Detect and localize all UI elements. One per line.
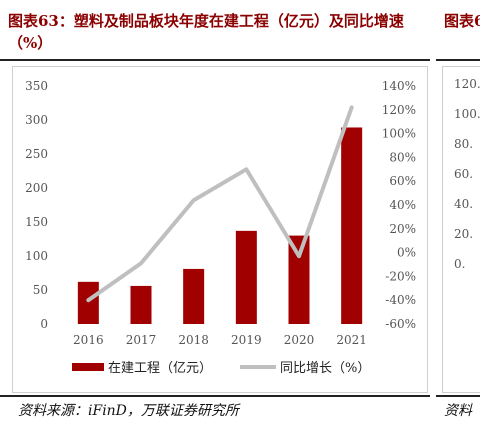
- line-point: [298, 255, 300, 257]
- right-tick-label: 80%: [389, 150, 416, 164]
- line-point: [87, 299, 89, 301]
- bar: [341, 127, 363, 324]
- next-panel-axis: 120. 100. 80. 60. 40. 20. 0.: [454, 77, 480, 271]
- bar: [77, 281, 99, 324]
- line-series: [86, 105, 354, 303]
- left-tick-label: 300: [25, 113, 48, 127]
- next-panel-tick-label: 80.: [454, 137, 473, 151]
- chart-title: 图表63：塑料及制品板块年度在建工程（亿元）及同比增速（%）: [8, 12, 404, 52]
- next-panel-source-rule: [436, 395, 480, 397]
- left-tick-label: 0: [40, 317, 48, 331]
- right-axis: -60% -40% -20% 0% 20% 40% 60% 80% 100% 120% 140%: [382, 79, 416, 331]
- bar: [288, 235, 310, 324]
- left-tick-label: 200: [25, 181, 48, 195]
- left-axis: 0 50 100 150 200 250 300 350: [25, 79, 48, 331]
- right-tick-label: 120%: [382, 103, 416, 117]
- chart-frame: [12, 66, 428, 393]
- source-rule: [0, 395, 430, 397]
- next-panel-title: 图表6: [444, 12, 480, 30]
- right-tick-label: -60%: [385, 317, 416, 331]
- title-rule: [0, 59, 430, 61]
- x-tick-label: 2021: [336, 333, 367, 347]
- next-panel-title-rule: [436, 59, 480, 61]
- source-note: 资料来源：iFinD，万联证券研究所: [18, 403, 239, 419]
- line-point: [245, 168, 247, 170]
- next-panel-frame: [442, 66, 480, 393]
- legend-line-label: 同比增长（%）: [280, 361, 370, 376]
- x-axis: 2016 2017 2018 2019 2020 2021: [73, 333, 367, 347]
- next-panel-source: 资料: [444, 403, 472, 419]
- left-tick-label: 50: [33, 283, 48, 297]
- line-point: [193, 199, 195, 201]
- right-tick-label: 60%: [389, 174, 416, 188]
- legend: 在建工程（亿元） 同比增长（%）: [72, 361, 370, 376]
- bar: [130, 285, 152, 324]
- next-panel-tick-label: 40.: [454, 197, 473, 211]
- right-tick-label: -40%: [385, 293, 416, 307]
- right-tick-label: 40%: [389, 198, 416, 212]
- x-tick-label: 2017: [126, 333, 157, 347]
- left-tick-label: 350: [25, 79, 48, 93]
- bar: [183, 268, 205, 324]
- next-panel-tick-label: 100.: [454, 107, 480, 121]
- left-tick-label: 150: [25, 215, 48, 229]
- x-tick-label: 2019: [231, 333, 262, 347]
- right-tick-label: 0%: [397, 246, 416, 260]
- growth-line: [86, 105, 354, 303]
- next-panel-tick-label: 120.: [454, 77, 480, 91]
- legend-bar-swatch: [72, 363, 104, 371]
- line-point: [140, 262, 142, 264]
- bar-series: [77, 127, 363, 324]
- right-tick-label: 20%: [389, 222, 416, 236]
- right-tick-label: -20%: [385, 269, 416, 283]
- right-tick-label: 140%: [382, 79, 416, 93]
- next-panel-tick-label: 0.: [454, 257, 465, 271]
- legend-bar-label: 在建工程（亿元）: [108, 361, 212, 376]
- left-tick-label: 100: [25, 249, 48, 263]
- x-tick-label: 2018: [178, 333, 209, 347]
- x-tick-label: 2016: [73, 333, 104, 347]
- x-tick-label: 2020: [284, 333, 315, 347]
- line-point: [351, 106, 353, 108]
- next-panel-tick-label: 60.: [454, 167, 473, 181]
- left-tick-label: 250: [25, 147, 48, 161]
- next-panel-tick-label: 20.: [454, 227, 473, 241]
- bar: [235, 230, 257, 324]
- right-tick-label: 100%: [382, 127, 416, 141]
